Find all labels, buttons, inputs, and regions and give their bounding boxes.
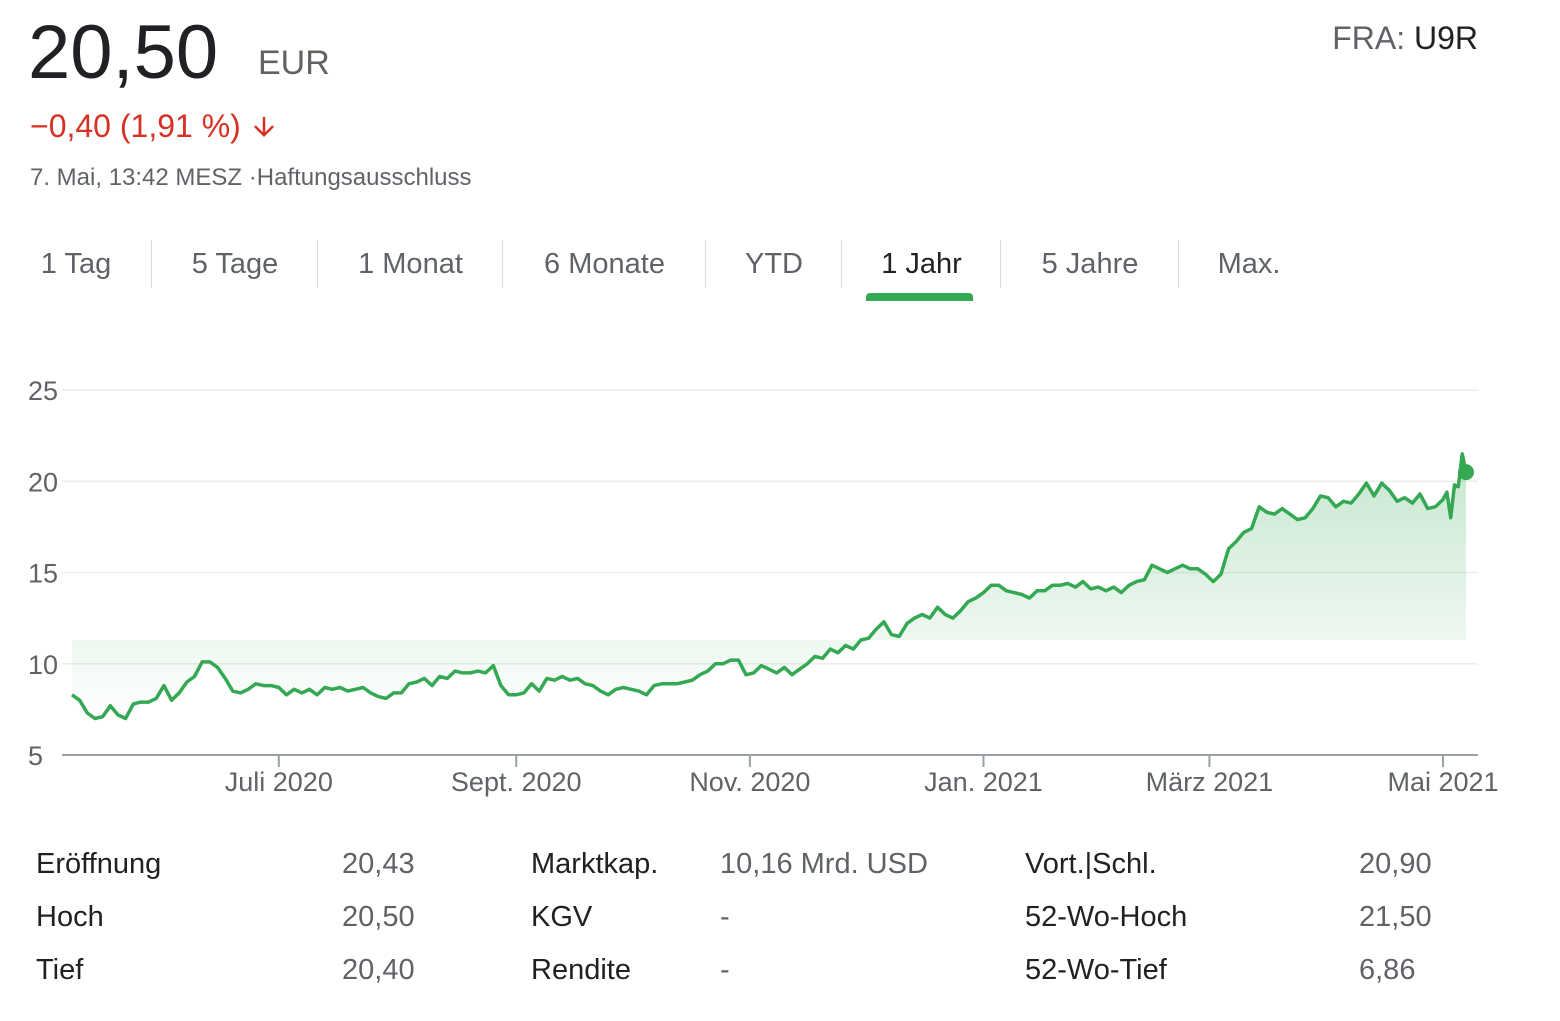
stat-value: 6,86 [1359, 954, 1416, 986]
stat-label: 52-Wo-Hoch [1025, 901, 1188, 933]
stat-value: 20,40 [342, 954, 415, 986]
stat-label: Tief [36, 954, 84, 986]
last-price-dot [1458, 464, 1474, 481]
price-change-text: −0,40 (1,91 %) [30, 108, 241, 144]
tab-max[interactable]: Max. [1179, 232, 1319, 296]
stat-label: Vort.|Schl. [1025, 848, 1157, 880]
stat-label: Hoch [36, 901, 104, 933]
tab-label: 5 Tage [191, 247, 279, 280]
stat-label: 52-Wo-Tief [1025, 954, 1167, 986]
tab-label: 1 Monat [358, 247, 463, 280]
x-tick-label: Sept. 2020 [451, 767, 582, 797]
stat-label: Eröffnung [36, 848, 162, 880]
stat-row: Hoch 20,50 KGV - 52-Wo-Hoch 21,50 [36, 901, 1496, 951]
stock-price: 20,50 [28, 10, 219, 95]
x-tick-label: Jan. 2021 [924, 767, 1043, 797]
tab-label: 1 Jahr [881, 247, 962, 280]
stat-row: Tief 20,40 Rendite - 52-Wo-Tief 6,86 [36, 954, 1496, 1004]
stat-label: Marktkap. [531, 848, 659, 880]
price-change: −0,40 (1,91 %) [30, 108, 279, 145]
timestamp: 7. Mai, 13:42 MESZ ·Haftungsausschluss [30, 164, 472, 192]
currency-label: EUR [258, 44, 330, 82]
x-tick-label: Juli 2020 [225, 767, 333, 797]
stat-value: 10,16 Mrd. USD [720, 848, 928, 880]
ticker-symbol: U9R [1413, 20, 1478, 56]
tab-ytd[interactable]: YTD [706, 232, 842, 296]
tab-6-monate[interactable]: 6 Monate [503, 232, 706, 296]
price-line [70, 452, 1468, 721]
price-area [72, 453, 1466, 719]
tab-label: Max. [1217, 247, 1281, 280]
y-tick-label: 10 [28, 650, 58, 680]
ticker-label: FRA: U9R [1332, 20, 1478, 57]
tab-label: 1 Tag [40, 247, 112, 280]
y-axis-labels: 25 20 15 10 5 [28, 376, 58, 771]
tab-1-tag[interactable]: 1 Tag [0, 232, 152, 296]
tab-1-jahr[interactable]: 1 Jahr [842, 232, 1001, 301]
x-tick-label: März 2021 [1146, 767, 1274, 797]
tab-label: YTD [745, 247, 803, 280]
tab-label: 5 Jahre [1041, 247, 1139, 280]
x-tick-label: Nov. 2020 [689, 767, 810, 797]
stat-label: Rendite [531, 954, 631, 986]
x-tick-label: Mai 2021 [1387, 767, 1498, 797]
range-tabs: 1 Tag 5 Tage 1 Monat 6 Monate YTD 1 Jahr… [0, 232, 1319, 302]
stat-value: - [720, 954, 730, 986]
tab-1-monat[interactable]: 1 Monat [318, 232, 503, 296]
exchange-label: FRA: [1332, 20, 1406, 56]
stat-value: 20,50 [342, 901, 415, 933]
stat-value: 20,43 [342, 848, 415, 880]
x-axis: Juli 2020 Sept. 2020 Nov. 2020 Jan. 2021 Mär… [225, 755, 1499, 797]
stat-value: 21,50 [1359, 901, 1432, 933]
y-tick-label: 15 [28, 559, 58, 589]
tab-5-tage[interactable]: 5 Tage [152, 232, 318, 296]
stat-row: Eröffnung 20,43 Marktkap. 10,16 Mrd. USD… [36, 848, 1496, 898]
timestamp-text: 7. Mai, 13:42 MESZ · [30, 164, 257, 191]
y-tick-label: 20 [28, 467, 58, 497]
y-tick-label: 25 [28, 376, 58, 406]
tab-label: 6 Monate [544, 247, 665, 280]
stat-label: KGV [531, 901, 593, 933]
y-tick-label: 5 [28, 741, 43, 771]
disclaimer-link[interactable]: Haftungsausschluss [256, 164, 472, 191]
stat-value: - [720, 901, 730, 933]
tab-5-jahre[interactable]: 5 Jahre [1001, 232, 1179, 296]
arrow-down-icon [253, 116, 274, 137]
stat-value: 20,90 [1359, 848, 1432, 880]
price-chart[interactable]: 25 20 15 10 5 Juli 2020 Sept. 2020 Nov. 2020 Ja… [0, 360, 1560, 820]
